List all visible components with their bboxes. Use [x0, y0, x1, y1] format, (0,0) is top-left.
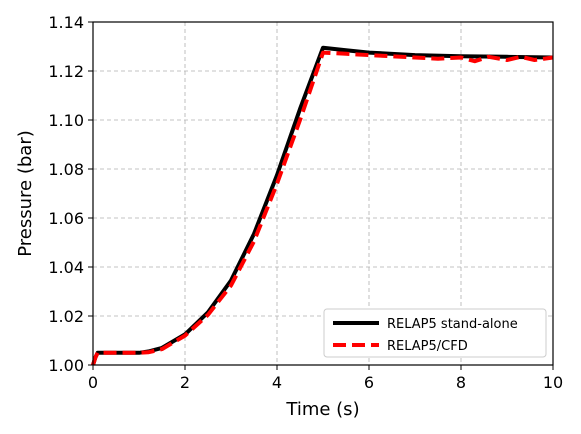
y-tick-label: 1.00: [48, 356, 84, 375]
y-tick-label: 1.08: [48, 160, 84, 179]
y-tick-label: 1.12: [48, 62, 84, 81]
y-tick-label: 1.10: [48, 111, 84, 130]
legend: RELAP5 stand-alone RELAP5/CFD: [323, 308, 547, 358]
x-tick-label: 2: [180, 373, 190, 392]
legend-label-relap5-cfd: RELAP5/CFD: [387, 339, 468, 354]
y-tick-label: 1.14: [48, 13, 84, 32]
x-tick-label: 6: [364, 373, 374, 392]
legend-label-relap5-stand-alone: RELAP5 stand-alone: [387, 317, 518, 332]
axis-ticks: 0 2 4 6 8 10 1.00 1.02 1.04 1.06 1.08 1.10 1.12 1.14: [48, 13, 563, 392]
y-tick-label: 1.04: [48, 258, 84, 277]
x-tick-label: 0: [88, 373, 98, 392]
y-axis-title: Pressure (bar): [15, 130, 36, 256]
x-tick-label: 4: [272, 373, 282, 392]
x-axis-title: Time (s): [285, 399, 359, 420]
legend-box: [323, 308, 547, 358]
x-tick-label: 8: [456, 373, 466, 392]
plot-frame: [92, 21, 554, 366]
y-tick-label: 1.06: [48, 209, 84, 228]
y-tick-label: 1.02: [48, 307, 84, 326]
series-lines: [91, 45, 554, 366]
x-tick-label: 10: [543, 373, 563, 392]
